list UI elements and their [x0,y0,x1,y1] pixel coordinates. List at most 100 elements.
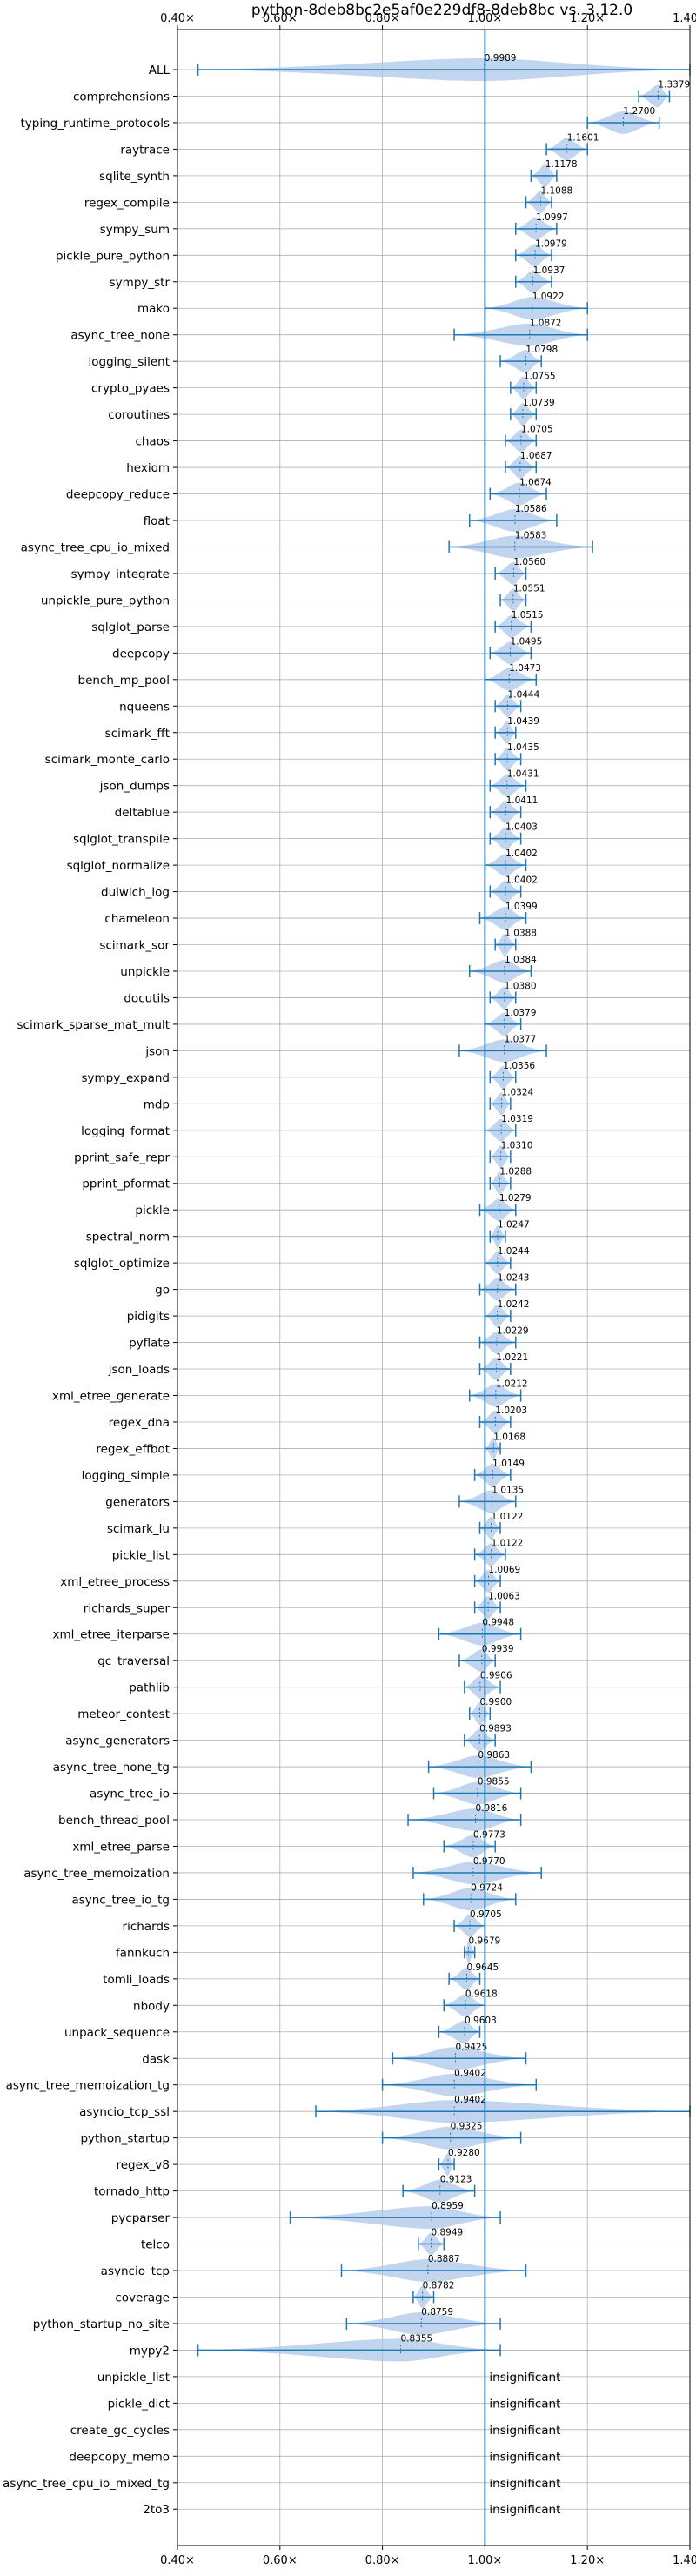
bench-xml-etree-parse-value-label: 0.9773 [473,1829,505,1840]
bench-async-tree-none-value-label: 1.0872 [530,319,562,329]
bench-pickle-value-label: 1.0279 [499,1193,532,1204]
marks-layer [197,58,691,2362]
category-label: spectral_norm [86,1231,170,1244]
bench-async-tree-none-tg-value-label: 0.9863 [478,1750,510,1761]
category-label: bench_thread_pool [58,1814,170,1828]
category-label: asyncio_tcp [101,2264,170,2278]
x-tick-label-bottom: 1.20× [570,2554,605,2567]
category-label: go [155,1284,170,1298]
bench-deepcopy-memo-insignificant-label: insignificant [489,2450,560,2464]
bench-asyncio-tcp-ssl-value-label: 0.9402 [454,2095,486,2105]
bench-regex-effbot-value-label: 1.0168 [493,1432,525,1442]
bench-pickle-pure-python-value-label: 1.0979 [535,238,567,249]
category-label: hexiom [126,461,170,475]
bench-chaos-value-label: 1.0705 [521,425,553,435]
category-label: fannkuch [116,1946,170,1960]
category-label: generators [105,1495,170,1509]
bench-deepcopy-value-label: 1.0495 [511,636,543,647]
bench-scimark-lu-value-label: 1.0122 [492,1512,524,1522]
bench-coverage-value-label: 0.8782 [423,2280,455,2291]
bench-async-tree-io-value-label: 0.9855 [478,1777,510,1788]
category-label: pidigits [127,1310,170,1324]
category-label: ALL [149,64,171,77]
category-label: json [144,1044,170,1058]
bench-richards-value-label: 0.9705 [470,1909,502,1920]
category-label: sqlglot_normalize [67,859,170,873]
category-label: scimark_lu [107,1522,170,1536]
bench-tomli-loads-value-label: 0.9645 [466,1962,499,1973]
bench-scimark-sor-value-label: 1.0388 [505,929,537,939]
bench-sqlglot-optimize-value-label: 1.0244 [498,1246,530,1257]
category-label: deepcopy_memo [69,2450,170,2464]
category-label: telco [141,2238,170,2252]
bench-pickle-list-value-label: 1.0122 [492,1538,524,1548]
bench-sympy-str-value-label: 1.0937 [533,265,566,276]
bench-docutils-value-label: 1.0380 [505,981,537,991]
category-label: xml_etree_iterparse [53,1628,171,1642]
category-label: async_tree_io [90,1788,170,1801]
bench-sqlite-synth-value-label: 1.1178 [545,159,578,170]
category-label: sympy_integrate [71,567,170,581]
bench-scimark-monte-carlo-value-label: 1.0435 [507,742,539,753]
bench-mypy2-value-label: 0.8355 [401,2333,433,2344]
bench-logging-simple-value-label: 1.0149 [492,1459,525,1469]
x-tick-label-bottom: 0.80× [365,2554,400,2567]
bench-mdp-value-label: 1.0324 [501,1087,533,1097]
category-label: async_tree_none_tg [53,1761,170,1774]
chart-title: python-8deb8bc2e5af0e229df8-8deb8bc vs. … [251,2,632,19]
category-label: mako [137,302,170,316]
category-label: scimark_sor [99,939,170,953]
category-label: regex_compile [84,196,170,210]
category-label: logging_silent [89,355,170,369]
category-label: nqueens [119,700,170,714]
category-label: docutils [124,991,170,1005]
bench-go-value-label: 1.0243 [498,1273,530,1284]
bench-sympy-integrate-value-label: 1.0560 [513,557,545,567]
bench-xml-etree-generate-value-label: 1.0212 [496,1379,528,1390]
category-label: pycparser [111,2211,171,2225]
bench-deltablue-value-label: 1.0411 [506,795,539,806]
category-label: sympy_expand [81,1071,170,1085]
category-label: float [144,514,170,528]
category-label: asyncio_tcp_ssl [79,2105,170,2119]
category-label: 2to3 [143,2503,170,2517]
bench-pprint-pformat-value-label: 1.0288 [499,1167,532,1177]
category-label: python_startup [80,2132,170,2146]
category-label: pickle [135,1204,170,1218]
bench-logging-format-value-label: 1.0319 [501,1114,533,1124]
category-label: deepcopy_reduce [66,488,170,502]
bench-chameleon-value-label: 1.0399 [505,902,538,912]
bench-raytrace-value-label: 1.1601 [567,132,599,143]
bench-pycparser-value-label: 0.8959 [432,2201,464,2211]
bench-nbody-value-label: 0.9618 [465,1989,498,1999]
bench-pickle-dict-insignificant-label: insignificant [489,2397,560,2411]
bench-unpickle-pure-python-value-label: 1.0551 [513,583,545,594]
bench-meteor-contest-value-label: 0.9900 [480,1697,512,1707]
category-label: xml_etree_process [60,1575,170,1589]
category-label: chaos [135,435,170,449]
bench-dask-value-label: 0.9425 [456,2042,488,2052]
plot-frame [177,29,691,2546]
bench-async-tree-cpu-io-mixed-value-label: 1.0583 [515,530,547,540]
bench-create-gc-cycles-insignificant-label: insignificant [489,2424,560,2438]
category-label: async_tree_memoization_tg [6,2079,170,2093]
category-label: bench_mp_pool [78,674,170,688]
category-label: xml_etree_parse [72,1840,170,1854]
axes-layer: 0.40× 0.40× 0.60× 0.60× 0.80× 0.80× 1.00× 1.00×… [3,12,696,2567]
bench-unpack-sequence-value-label: 0.9603 [465,2016,497,2026]
bench-json-dumps-value-label: 1.0431 [507,769,539,780]
category-label: mypy2 [130,2344,170,2358]
bench-crypto-pyaes-value-label: 1.0755 [524,372,556,382]
x-tick-label-bottom: 0.60× [263,2554,298,2567]
bench-float-value-label: 1.0586 [515,504,547,514]
bench-regex-dna-value-label: 1.0203 [495,1405,527,1416]
bench-richards-super-value-label: 1.0063 [488,1591,520,1601]
category-label: async_tree_memoization [23,1867,170,1881]
bench-async-tree-io-tg-value-label: 0.9724 [471,1882,503,1893]
category-label: crypto_pyaes [91,382,170,396]
category-label: coroutines [108,408,170,422]
category-label: typing_runtime_protocols [21,117,171,131]
category-label: comprehensions [73,90,170,104]
category-label: pickle_list [112,1548,170,1562]
category-label: python_startup_no_site [33,2318,170,2331]
